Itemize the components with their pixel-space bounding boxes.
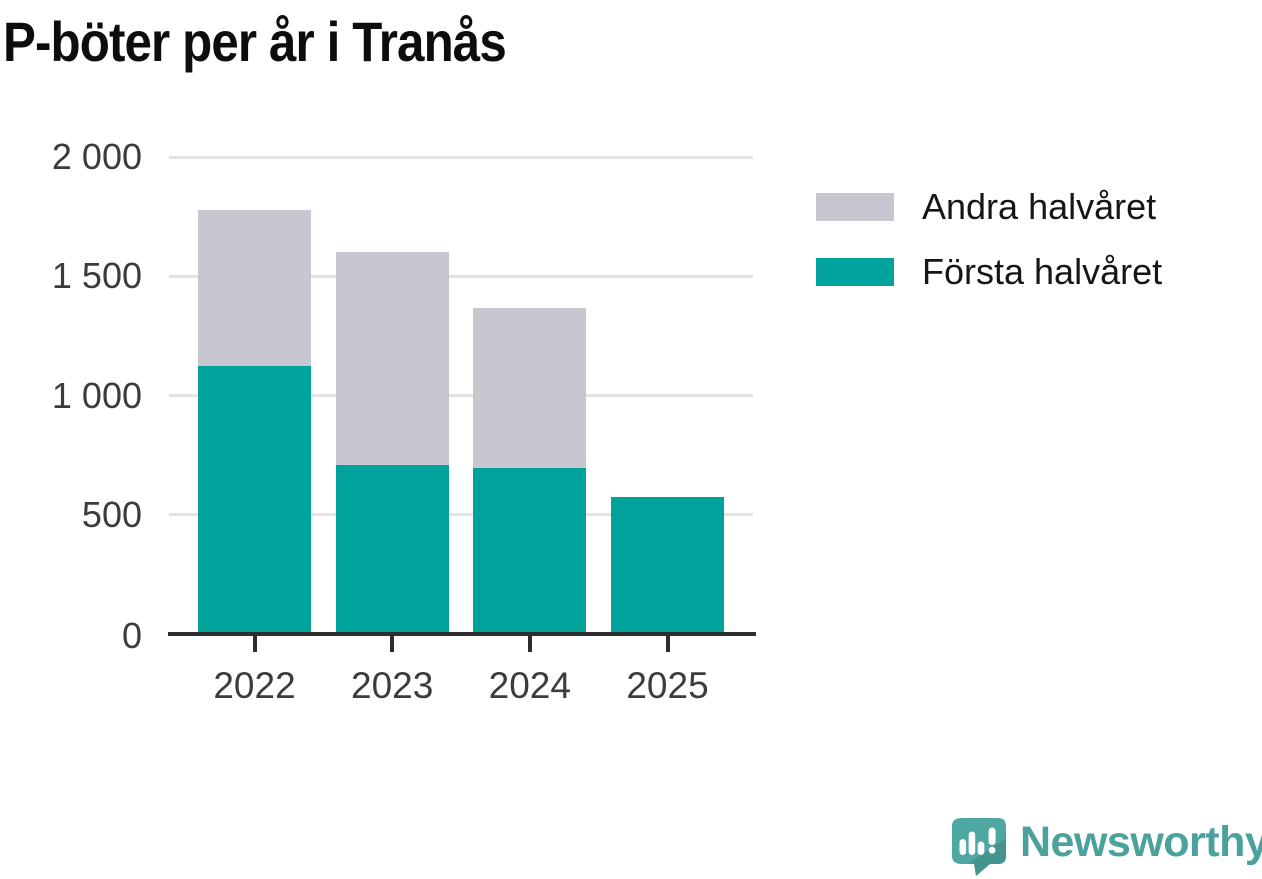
legend-item: Första halvåret (816, 254, 1162, 290)
newsworthy-logo-text: Newsworthy (1020, 818, 1262, 866)
gridline-2000 (169, 155, 753, 159)
y-axis-tick-label: 2 000 (51, 136, 142, 177)
x-axis-tick-label: 2024 (488, 665, 571, 706)
gridline-1000 (169, 394, 753, 397)
bar-segment-2024-andra (473, 308, 587, 468)
bar-segment-2024-första (473, 468, 587, 633)
y-axis-tick-label: 0 (121, 615, 142, 656)
bar-segment-2022-första (198, 366, 311, 633)
bar-segment-2025-första (611, 497, 724, 633)
legend-item: Andra halvåret (816, 189, 1162, 225)
x-axis-tick-label: 2022 (213, 665, 296, 706)
bar-segment-2022-andra (198, 210, 311, 366)
y-axis-tick-label: 1 500 (51, 255, 142, 297)
x-axis-tick (527, 636, 532, 652)
newsworthy-logo-icon (952, 818, 1006, 876)
y-axis-tick-label: 500 (81, 493, 142, 535)
legend: Andra halvåret Första halvåret (816, 189, 1162, 319)
x-axis-tick-label: 2025 (626, 665, 709, 706)
gridline-1500 (169, 274, 753, 278)
legend-swatch (816, 258, 894, 286)
x-axis-tick (390, 636, 395, 652)
legend-label: Andra halvåret (922, 186, 1157, 227)
x-axis-tick (665, 636, 670, 652)
gridline-500 (169, 513, 753, 517)
legend-swatch (816, 193, 894, 221)
branding-footer: Newsworthy (950, 816, 1262, 878)
legend-label: Första halvåret (922, 251, 1163, 292)
y-axis-tick-label: 1 000 (51, 374, 142, 416)
x-axis-tick (252, 636, 257, 652)
bar-segment-2023-första (335, 465, 449, 633)
x-axis-tick-label: 2023 (351, 665, 434, 706)
chart-title: P-böter per år i Tranås (3, 10, 507, 73)
bar-segment-2023-andra (335, 252, 449, 465)
x-axis-line (168, 632, 756, 636)
